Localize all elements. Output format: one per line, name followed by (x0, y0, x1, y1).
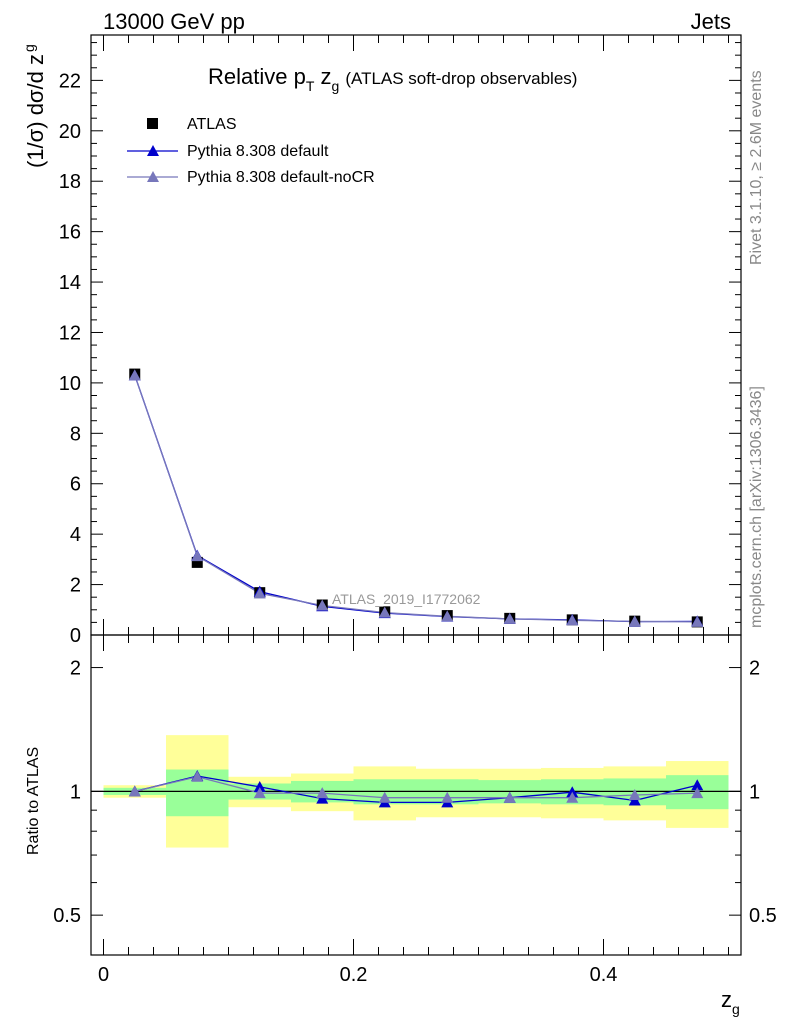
x-tick-label: 0.4 (590, 964, 618, 986)
legend-marker-atlas (147, 118, 158, 129)
ratio-point-series-1 (253, 787, 266, 799)
ratio-point-series-0 (691, 779, 704, 791)
main-series-markers (128, 368, 704, 628)
main-y-tick-label: 22 (59, 70, 81, 92)
ratio-point-series-1 (503, 791, 516, 803)
legend: ATLAS Pythia 8.308 default Pythia 8.308 … (127, 116, 375, 186)
ratio-point-series-1 (316, 787, 329, 799)
main-point-series-2 (566, 614, 579, 626)
main-y-tick-label: 18 (59, 171, 81, 193)
main-panel: 0 2 4 6 8 10 12 14 16 18 20 22 Relative pT zg (ATLAS… (21, 34, 742, 647)
main-line-1 (134, 375, 698, 623)
analysis-watermark: ATLAS_2019_I1772062 (332, 591, 481, 607)
ratio-y-tick-label-right: 1 (749, 781, 760, 803)
plot-title: Relative pT zg (ATLAS soft-drop observabl… (208, 64, 577, 94)
ratio-y-tick-label: 0.5 (53, 905, 81, 927)
legend-marker-default (147, 145, 159, 156)
legend-marker-nocr (147, 171, 159, 182)
ratio-y-tick-label-right: 0.5 (749, 905, 777, 927)
main-point-series-2 (128, 369, 141, 381)
main-y-tick-label: 20 (59, 121, 81, 143)
main-y-ticks: 0 2 4 6 8 10 12 14 16 18 20 22 (59, 42, 741, 647)
main-point-series-2 (691, 615, 704, 627)
ratio-y-tick-label: 2 (70, 658, 81, 680)
main-point-series-2 (441, 610, 454, 622)
rivet-label: Rivet 3.1.10, ≥ 2.6M events (748, 70, 765, 265)
main-y-tick-label: 8 (70, 423, 81, 445)
ratio-panel: 0.5 0.51 12 2 0 0.2 0.4 Ratio to ATLAS zg (25, 35, 777, 1017)
ratio-point-series-0 (628, 794, 641, 806)
header-right: Jets (691, 9, 731, 34)
header-left: 13000 GeV pp (103, 9, 245, 34)
main-y-tick-label: 14 (59, 272, 81, 294)
main-y-tick-label: 0 (70, 625, 81, 647)
x-tick-label: 0 (98, 964, 109, 986)
main-series-lines (134, 375, 698, 623)
main-point-series-2 (628, 615, 641, 627)
mcplots-label: mcplots.cern.ch [arXiv:1306.3436] (748, 386, 765, 628)
ratio-point-series-1 (191, 770, 204, 782)
ratio-y-axis-label: Ratio to ATLAS (25, 747, 42, 855)
main-y-tick-label: 6 (70, 474, 81, 496)
x-tick-label: 0.2 (340, 964, 368, 986)
ratio-y-ticks: 0.5 0.5 1 1 2 2 (53, 658, 777, 928)
main-y-tick-label: 12 (59, 322, 81, 344)
legend-label-default: Pythia 8.308 default (187, 143, 329, 160)
ratio-series-lines (134, 775, 698, 804)
main-line-2 (134, 375, 698, 623)
ratio-line-1 (134, 776, 698, 799)
main-y-axis-label: (1/σ) dσ/d zg (21, 44, 48, 168)
ratio-y-tick-label: 1 (70, 781, 81, 803)
ratio-point-series-1 (628, 788, 641, 800)
main-point-atlas (191, 556, 203, 568)
ratio-x-ticks: 0 0.2 0.4 (98, 35, 729, 986)
main-point-series-2 (378, 606, 391, 618)
main-point-series-2 (503, 612, 516, 624)
main-y-tick-label: 4 (70, 524, 81, 546)
ratio-point-series-1 (128, 785, 141, 797)
main-y-tick-label: 16 (59, 222, 81, 244)
x-axis-label: zg (721, 987, 740, 1017)
main-point-series-2 (191, 550, 204, 562)
ratio-y-tick-label-right: 2 (749, 658, 760, 680)
main-point-series-2 (316, 599, 329, 611)
ratio-point-series-1 (566, 791, 579, 803)
ratio-series-markers (128, 769, 704, 808)
ratio-panel-frame (90, 634, 742, 956)
main-y-tick-label: 10 (59, 373, 81, 395)
legend-label-nocr: Pythia 8.308 default-noCR (187, 169, 375, 186)
ratio-point-series-0 (253, 780, 266, 792)
main-point-series-2 (253, 587, 266, 599)
ratio-point-series-1 (691, 787, 704, 799)
ratio-point-series-1 (441, 791, 454, 803)
ratio-point-series-1 (378, 791, 391, 803)
main-y-tick-label: 2 (70, 575, 81, 597)
legend-label-atlas: ATLAS (187, 116, 237, 133)
ratio-uncertainty-bands (91, 735, 741, 848)
